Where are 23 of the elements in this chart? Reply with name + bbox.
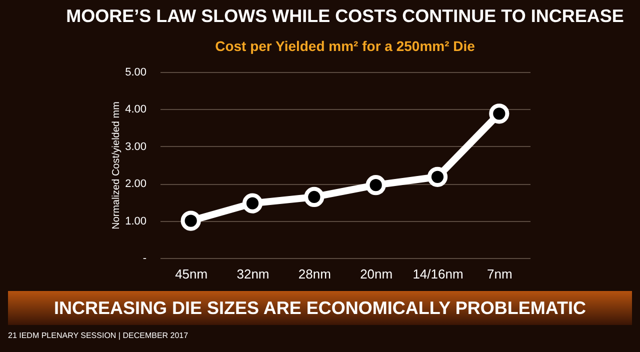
y-tick-label: 2.00 [125, 178, 146, 190]
point [242, 193, 263, 214]
x-tick-label: 7nm [487, 266, 512, 282]
chart-subtitle: Cost per Yielded mm² for a 250mm² Die [215, 38, 476, 54]
x-tick-label: 20nm [360, 266, 393, 282]
y-tick-label: 5.00 [125, 66, 146, 78]
point [427, 166, 448, 187]
chart-title: MOORE’S LAW SLOWS WHILE COSTS CONTINUE TO INCREASE [66, 6, 624, 26]
y-tick-label: 1.00 [125, 215, 146, 228]
y-axis-title: Normalized Cost/yielded mm [111, 102, 122, 230]
point [180, 210, 201, 231]
point [304, 186, 324, 208]
point [489, 104, 510, 124]
point [366, 175, 386, 196]
y-tick-label: 4.00 [125, 104, 146, 116]
y-tick-label: 3.00 [125, 140, 146, 153]
y-tick-label: - [142, 252, 147, 264]
x-tick-label: 32nm [236, 266, 270, 282]
x-tick-label: 45nm [175, 266, 208, 282]
x-tick-label: 28nm [298, 266, 331, 282]
text: INCREASING DIE SIZES ARE ECONOMICALLY PROBLEMATIC [8, 291, 632, 325]
text: 21 IEDM PLENARY SESSION | DECEMBER 2017 [8, 331, 190, 340]
x-tick-label: 14/16nm [412, 266, 464, 282]
